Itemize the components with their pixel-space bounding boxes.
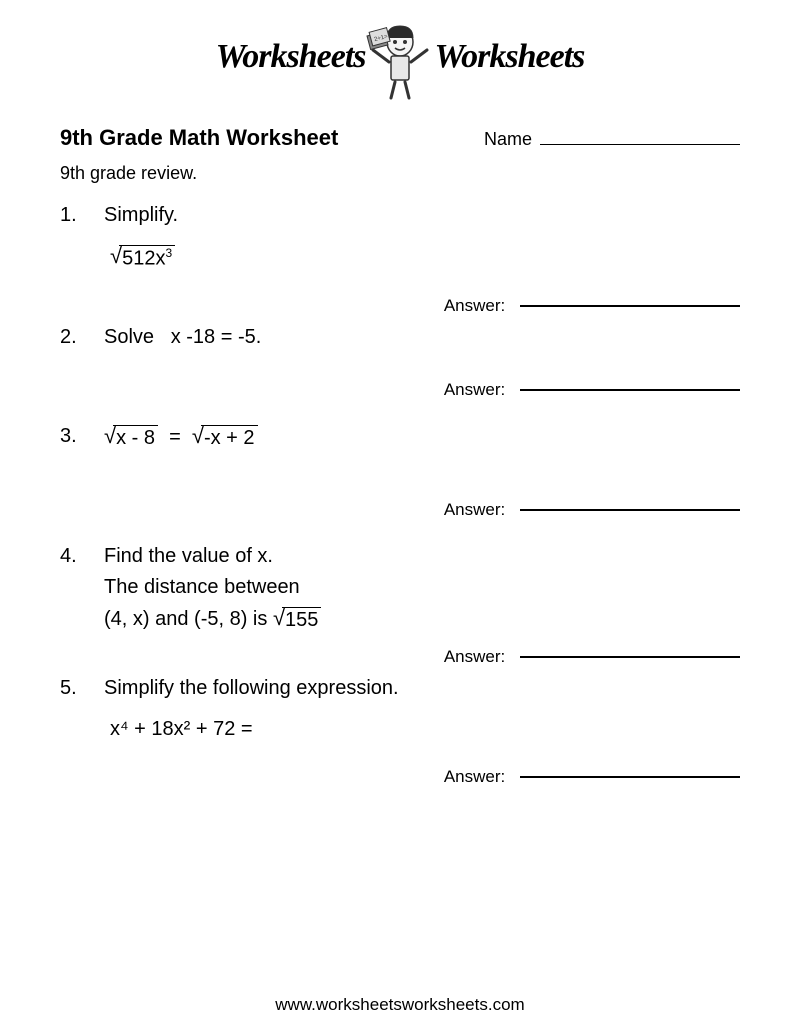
logo-text-right: Worksheets bbox=[434, 38, 584, 76]
problem-instruction: Simplify the following expression. bbox=[104, 677, 740, 700]
worksheet-title: 9th Grade Math Worksheet bbox=[60, 125, 338, 151]
name-label: Name bbox=[484, 129, 532, 150]
answer-label: Answer: bbox=[444, 380, 505, 399]
problem-number: 4. bbox=[60, 545, 104, 568]
answer-row: Answer: bbox=[60, 296, 740, 316]
logo-text-left: Worksheets bbox=[216, 38, 366, 76]
answer-label: Answer: bbox=[444, 647, 505, 666]
answer-input-line[interactable] bbox=[520, 389, 740, 391]
logo-container: Worksheets 2+1= Worksheets bbox=[0, 0, 800, 115]
name-input-line[interactable] bbox=[540, 142, 740, 145]
problem-line2: The distance between bbox=[104, 576, 740, 599]
answer-label: Answer: bbox=[444, 500, 505, 519]
problem-instruction: Simplify. bbox=[104, 204, 740, 227]
worksheet-content: 9th Grade Math Worksheet Name 9th grade … bbox=[0, 115, 800, 787]
answer-input-line[interactable] bbox=[520, 776, 740, 778]
problem-4: 4. Find the value of x. The distance bet… bbox=[60, 545, 740, 667]
problem-expression: x⁴ + 18x² + 72 = bbox=[104, 718, 740, 741]
problem-instruction: Solve x -18 = -5. bbox=[104, 326, 740, 349]
problem-number: 3. bbox=[60, 425, 104, 448]
name-field: Name bbox=[484, 129, 740, 150]
answer-label: Answer: bbox=[444, 296, 505, 315]
answer-row: Answer: bbox=[60, 647, 740, 667]
header-row: 9th Grade Math Worksheet Name bbox=[60, 125, 740, 151]
answer-input-line[interactable] bbox=[520, 305, 740, 307]
problem-expression: √ x - 8 = √ -x + 2 bbox=[104, 425, 740, 449]
problem-number: 2. bbox=[60, 326, 104, 349]
problem-5: 5. Simplify the following expression. x⁴… bbox=[60, 677, 740, 787]
answer-label: Answer: bbox=[444, 767, 505, 786]
answer-row: Answer: bbox=[60, 500, 740, 520]
worksheet-subtitle: 9th grade review. bbox=[60, 163, 740, 184]
problem-1: 1. Simplify. √ 512x3 Answer: bbox=[60, 204, 740, 316]
problem-3: 3. √ x - 8 = √ -x + 2 Answer: bbox=[60, 425, 740, 520]
footer-url: www.worksheetsworksheets.com bbox=[0, 995, 800, 1015]
problem-2: 2. Solve x -18 = -5. Answer: bbox=[60, 326, 740, 400]
problem-number: 1. bbox=[60, 204, 104, 227]
answer-row: Answer: bbox=[60, 380, 740, 400]
problem-instruction: Find the value of x. bbox=[104, 545, 740, 568]
answer-input-line[interactable] bbox=[520, 656, 740, 658]
problem-number: 5. bbox=[60, 677, 104, 700]
problem-expression: √ 512x3 bbox=[104, 245, 740, 270]
logo-character-icon: 2+1= bbox=[365, 20, 435, 105]
answer-row: Answer: bbox=[60, 767, 740, 787]
problem-line3: (4, x) and (-5, 8) is √ 155 bbox=[104, 607, 740, 631]
answer-input-line[interactable] bbox=[520, 509, 740, 511]
